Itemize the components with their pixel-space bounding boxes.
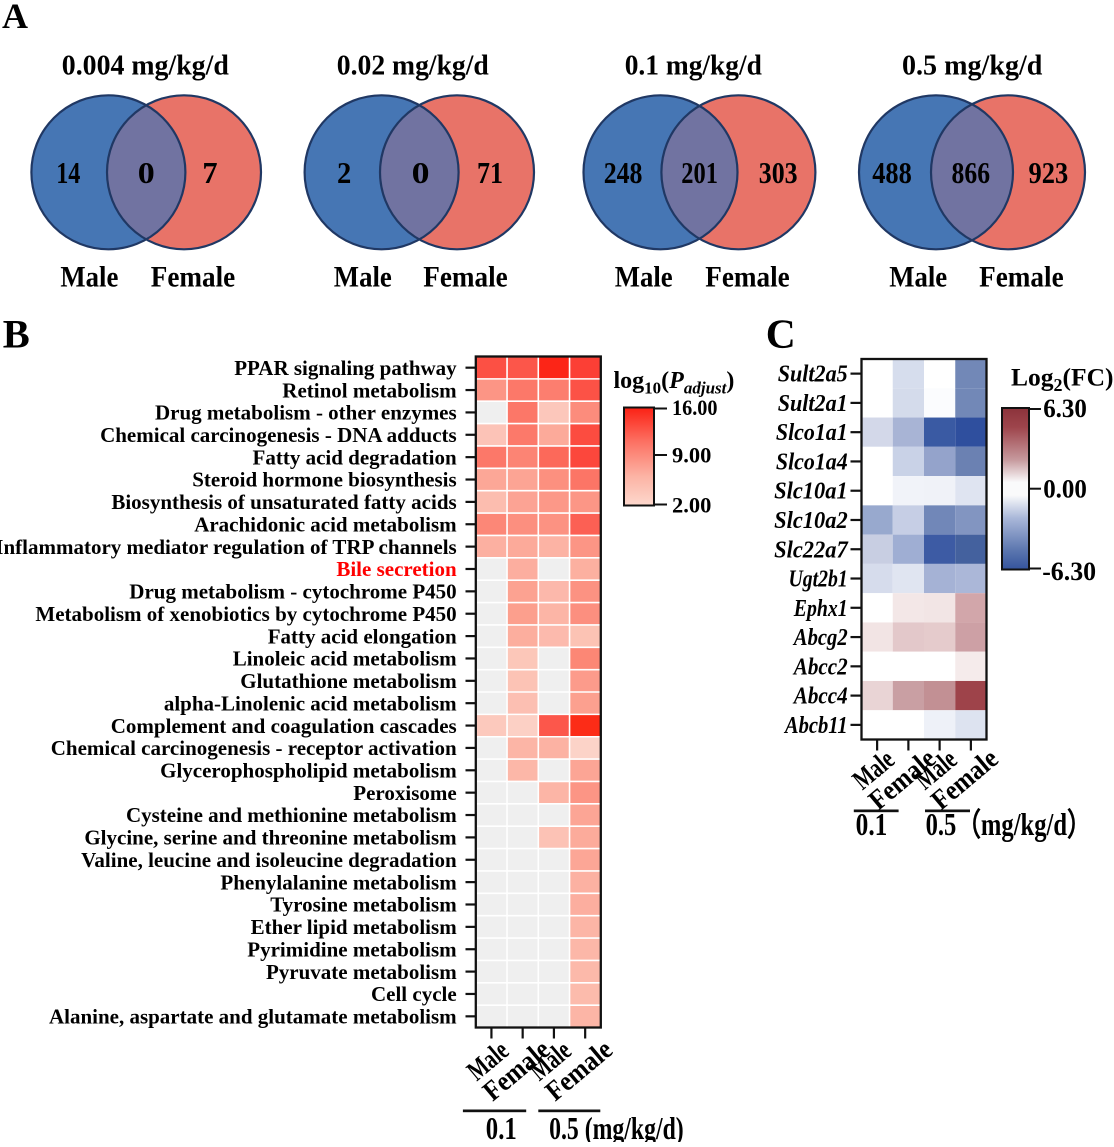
- svg-text:0.004 mg/kg/d: 0.004 mg/kg/d: [62, 50, 229, 82]
- svg-text:Cysteine and methionine metabo: Cysteine and methionine metabolism: [126, 803, 457, 827]
- svg-text:Abcc4: Abcc4: [792, 684, 848, 710]
- svg-text:2: 2: [337, 156, 351, 190]
- svg-text:0: 0: [138, 156, 155, 190]
- svg-text:Linoleic acid metabolism: Linoleic acid metabolism: [233, 647, 457, 671]
- svg-text:Biosynthesis of unsaturated fa: Biosynthesis of unsaturated fatty acids: [111, 490, 456, 514]
- svg-text:0.5 (mg/kg/d): 0.5 (mg/kg/d): [549, 1111, 684, 1142]
- svg-text:Male: Male: [60, 262, 118, 294]
- svg-text:Ether lipid metabolism: Ether lipid metabolism: [251, 915, 458, 939]
- svg-text:Slco1a4: Slco1a4: [776, 449, 848, 475]
- svg-text:303: 303: [759, 156, 798, 190]
- svg-text:Female: Female: [705, 262, 790, 294]
- svg-text:Chemical carcinogenesis - rece: Chemical carcinogenesis - receptor activ…: [51, 736, 457, 760]
- svg-text:A: A: [2, 0, 28, 36]
- svg-text:Slc10a2: Slc10a2: [774, 508, 848, 534]
- svg-text:Drug metabolism - cytochrome P: Drug metabolism - cytochrome P450: [129, 580, 456, 604]
- svg-text:Drug metabolism - other enzyme: Drug metabolism - other enzymes: [155, 401, 457, 425]
- svg-text:0.5 mg/kg/d: 0.5 mg/kg/d: [902, 50, 1042, 82]
- svg-text:2.00: 2.00: [672, 492, 711, 517]
- svg-text:alpha-Linolenic acid metabolis: alpha-Linolenic acid metabolism: [164, 691, 457, 715]
- svg-text:Cell cycle: Cell cycle: [371, 982, 457, 1006]
- svg-text:Slc10a1: Slc10a1: [774, 479, 848, 505]
- svg-text:C: C: [766, 311, 796, 357]
- svg-text:Glycerophospholipid metabolism: Glycerophospholipid metabolism: [160, 758, 457, 782]
- svg-text:Female: Female: [979, 262, 1064, 294]
- svg-text:Female: Female: [423, 262, 508, 294]
- svg-text:Male: Male: [334, 262, 392, 294]
- svg-text:Sult2a1: Sult2a1: [778, 391, 848, 417]
- svg-text:Glycine, serine and threonine: Glycine, serine and threonine metabolism: [84, 826, 457, 850]
- svg-text:Pyruvate metabolism: Pyruvate metabolism: [266, 960, 457, 984]
- svg-text:Male: Male: [615, 262, 673, 294]
- svg-text:Valine, leucine and isoleucine: Valine, leucine and isoleucine degradati…: [81, 848, 457, 872]
- svg-text:9.00: 9.00: [672, 443, 711, 468]
- svg-text:-6.30: -6.30: [1042, 556, 1096, 586]
- svg-text:Fatty acid elongation: Fatty acid elongation: [268, 624, 457, 648]
- svg-text:Metabolism of xenobiotics by c: Metabolism of xenobiotics by cytochrome …: [35, 602, 456, 626]
- svg-text:14: 14: [56, 156, 80, 190]
- svg-text:Retinol metabolism: Retinol metabolism: [282, 378, 457, 402]
- svg-text:201: 201: [681, 156, 718, 190]
- svg-text:7: 7: [202, 156, 217, 190]
- svg-text:Chemical carcinogenesis - DNA: Chemical carcinogenesis - DNA adducts: [100, 423, 457, 447]
- svg-text:248: 248: [604, 156, 643, 190]
- svg-text:16.00: 16.00: [672, 395, 718, 420]
- svg-text:B: B: [3, 312, 30, 357]
- svg-text:PPAR signaling pathway: PPAR signaling pathway: [234, 356, 457, 380]
- svg-text:6.30: 6.30: [1043, 393, 1087, 423]
- svg-text:Ugt2b1: Ugt2b1: [789, 567, 848, 593]
- svg-text:Female: Female: [151, 262, 236, 294]
- svg-text:0.1: 0.1: [486, 1111, 517, 1142]
- svg-text:Peroxisome: Peroxisome: [353, 781, 456, 805]
- svg-text:71: 71: [477, 156, 503, 190]
- svg-text:Fatty acid degradation: Fatty acid degradation: [253, 445, 457, 469]
- svg-text:866: 866: [952, 156, 991, 190]
- svg-text:Bile secretion: Bile secretion: [336, 557, 457, 581]
- svg-text:Slc22a7: Slc22a7: [774, 537, 849, 563]
- svg-text:Steroid hormone biosynthesis: Steroid hormone biosynthesis: [192, 468, 456, 492]
- svg-text:0.00: 0.00: [1043, 474, 1087, 504]
- svg-text:Sult2a5: Sult2a5: [778, 362, 848, 388]
- svg-text:Alanine, aspartate and glutama: Alanine, aspartate and glutamate metabol…: [49, 1005, 457, 1029]
- svg-text:488: 488: [872, 156, 912, 190]
- svg-text:Glutathione metabolism: Glutathione metabolism: [240, 669, 457, 693]
- svg-text:0.1 mg/kg/d: 0.1 mg/kg/d: [625, 50, 762, 82]
- svg-text:Abcc2: Abcc2: [792, 654, 848, 680]
- svg-text:Phenylalanine metabolism: Phenylalanine metabolism: [220, 870, 457, 894]
- svg-text:Male: Male: [889, 262, 947, 294]
- svg-text:Abcb11: Abcb11: [783, 713, 848, 739]
- svg-text:923: 923: [1029, 156, 1069, 190]
- svg-text:Arachidonic acid metabolism: Arachidonic acid metabolism: [194, 512, 457, 536]
- svg-text:Complement and coagulation cas: Complement and coagulation cascades: [111, 714, 457, 738]
- svg-text:Log2(FC): Log2(FC): [1011, 362, 1114, 395]
- svg-text:Tyrosine metabolism: Tyrosine metabolism: [270, 893, 457, 917]
- svg-text:Inflammatory mediator regulati: Inflammatory mediator regulation of TRP …: [0, 535, 457, 559]
- svg-text:0: 0: [412, 156, 430, 190]
- svg-text:Ephx1: Ephx1: [793, 596, 848, 622]
- svg-text:0.5（mg/kg/d）: 0.5（mg/kg/d）: [926, 807, 1092, 842]
- svg-text:0.1: 0.1: [856, 807, 888, 842]
- svg-text:Slco1a1: Slco1a1: [776, 420, 848, 446]
- svg-text:Abcg2: Abcg2: [792, 625, 848, 651]
- svg-text:0.02 mg/kg/d: 0.02 mg/kg/d: [337, 50, 489, 82]
- svg-text:Pyrimidine metabolism: Pyrimidine metabolism: [247, 937, 457, 961]
